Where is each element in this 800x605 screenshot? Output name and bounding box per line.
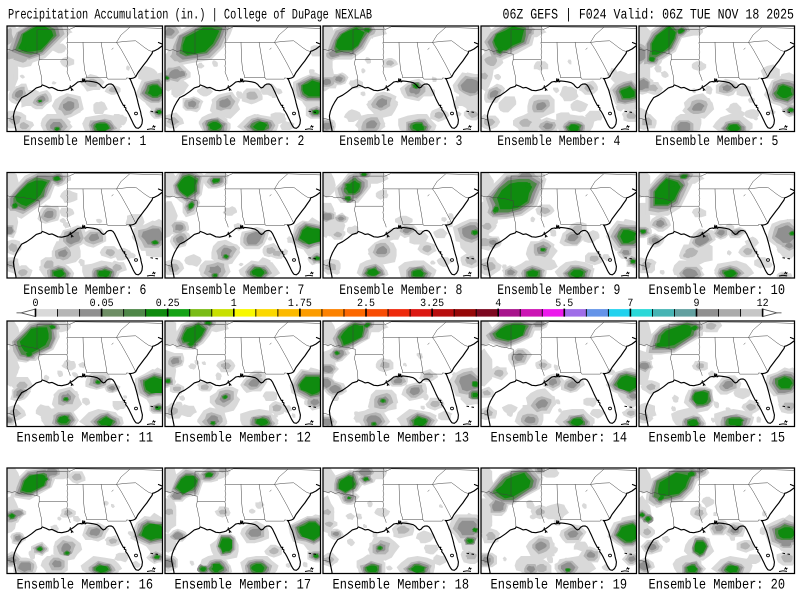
svg-text:06Z GEFS | F024 Valid: 06Z TUE: 06Z GEFS | F024 Valid: 06Z TUE NOV 18 20…: [503, 8, 795, 24]
svg-text:Ensemble Member: 4: Ensemble Member: 4: [497, 134, 620, 150]
svg-text:Ensemble Member: 19: Ensemble Member: 19: [491, 578, 628, 594]
svg-text:12: 12: [757, 298, 769, 310]
svg-text:0: 0: [33, 298, 39, 310]
svg-text:Ensemble Member: 13: Ensemble Member: 13: [333, 431, 470, 447]
svg-text:9: 9: [694, 298, 700, 310]
svg-text:Ensemble Member: 17: Ensemble Member: 17: [175, 578, 312, 594]
svg-text:Ensemble Member: 15: Ensemble Member: 15: [649, 431, 786, 447]
svg-text:Ensemble Member: 9: Ensemble Member: 9: [497, 283, 620, 299]
svg-text:Ensemble Member: 8: Ensemble Member: 8: [339, 283, 462, 299]
svg-text:Ensemble Member: 20: Ensemble Member: 20: [649, 578, 786, 594]
svg-text:Ensemble Member: 3: Ensemble Member: 3: [339, 134, 462, 150]
svg-text:Ensemble Member: 7: Ensemble Member: 7: [181, 283, 304, 299]
svg-text:3.25: 3.25: [420, 298, 444, 310]
svg-text:Precipitation Accumulation (in: Precipitation Accumulation (in.) | Colle…: [8, 8, 372, 24]
svg-text:1.75: 1.75: [288, 298, 312, 310]
svg-text:Ensemble Member: 1: Ensemble Member: 1: [23, 134, 146, 150]
svg-text:5.5: 5.5: [555, 298, 573, 310]
svg-text:Ensemble Member: 16: Ensemble Member: 16: [17, 578, 154, 594]
svg-text:1: 1: [231, 298, 237, 310]
svg-text:Ensemble Member: 14: Ensemble Member: 14: [491, 431, 628, 447]
svg-text:Ensemble Member: 10: Ensemble Member: 10: [649, 283, 786, 299]
svg-text:7: 7: [627, 298, 633, 310]
svg-text:Ensemble Member: 6: Ensemble Member: 6: [23, 283, 146, 299]
svg-text:Ensemble Member: 2: Ensemble Member: 2: [181, 134, 304, 150]
svg-text:2.5: 2.5: [357, 298, 375, 310]
svg-text:0.05: 0.05: [90, 298, 114, 310]
svg-text:Ensemble Member: 11: Ensemble Member: 11: [17, 431, 154, 447]
svg-text:0.25: 0.25: [156, 298, 180, 310]
svg-text:Ensemble Member: 18: Ensemble Member: 18: [333, 578, 470, 594]
svg-text:4: 4: [495, 298, 501, 310]
svg-text:Ensemble Member: 5: Ensemble Member: 5: [655, 134, 778, 150]
svg-text:Ensemble Member: 12: Ensemble Member: 12: [175, 431, 312, 447]
